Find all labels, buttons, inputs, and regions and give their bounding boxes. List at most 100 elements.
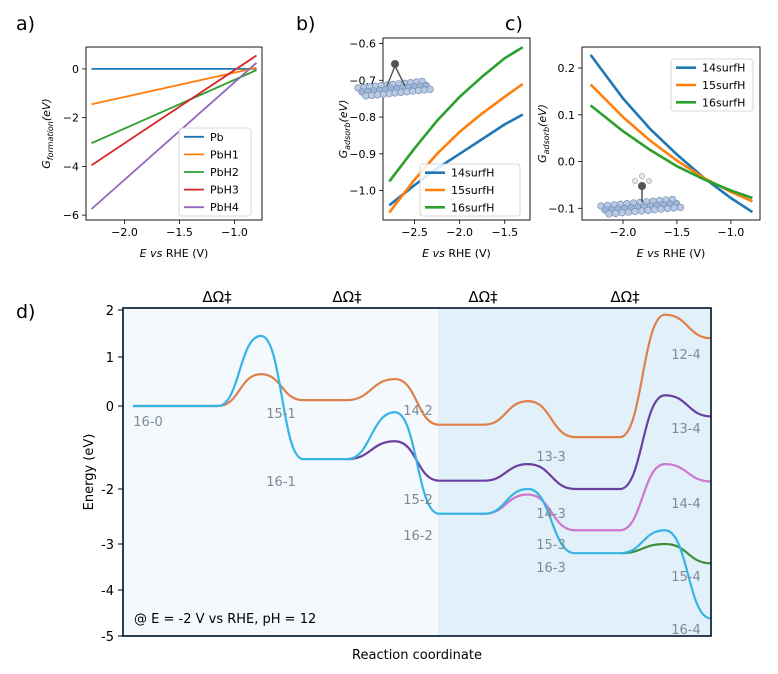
legend-label: 16surfH: [451, 201, 494, 214]
legend-label: PbH1: [210, 148, 239, 161]
stage-label: 14-3: [536, 507, 566, 522]
legend-label: 16surfH: [702, 96, 745, 109]
series-line-16surfh: [589, 104, 753, 200]
series-line-pbh3: [91, 54, 257, 166]
x-tick-label: −1.5: [491, 226, 518, 239]
stage-label: 16-0: [133, 415, 163, 430]
series-line-pbh4: [90, 62, 258, 210]
condition-annotation: @ E = -2 V vs RHE, pH = 12: [134, 612, 316, 627]
series-line-15surfh: [388, 82, 524, 214]
legend-label: PbH3: [210, 184, 239, 197]
panel-letter: b): [296, 13, 315, 35]
y-tick-label: −6: [63, 209, 79, 222]
stage-label: 15-2: [403, 493, 433, 508]
x-axis-label: Reaction coordinate: [352, 648, 482, 663]
series-line-16surfh: [388, 46, 524, 183]
panel-letter: a): [16, 13, 35, 35]
legend-label: Pb: [210, 131, 224, 144]
x-axis-label: E vs RHE (V): [422, 247, 491, 260]
barrier-label: ΔΩ‡: [202, 288, 232, 306]
x-tick-label: −1.0: [221, 226, 248, 239]
x-axis-label: E vs RHE (V): [140, 247, 209, 260]
series-group: [90, 54, 258, 210]
plot-frame: [85, 46, 263, 221]
y-tick-label: 0.2: [558, 62, 576, 75]
stage-label: 16-3: [536, 561, 566, 576]
energy-path-1: [133, 313, 711, 439]
x-tick-label: −2.5: [401, 226, 428, 239]
stage-label: 16-4: [671, 623, 701, 638]
y-tick-label: -3: [101, 538, 114, 553]
legend-label: 14surfH: [702, 62, 745, 75]
panel-letter: c): [505, 13, 523, 35]
y-tick-label: −0.9: [349, 148, 376, 161]
chart-panel-2: b)−2.5 −2.0 −1.5−0.6−0.7−0.8−0.9−1.0E vs R…: [296, 13, 531, 260]
y-tick-label: −2: [63, 112, 79, 125]
barrier-label: ΔΩ‡: [468, 288, 498, 306]
legend-label: 14surfH: [451, 167, 494, 180]
plot-frame: [382, 37, 531, 221]
series-line-14surfh: [589, 54, 754, 214]
stage-label: 13-3: [536, 450, 566, 465]
legend-label: PbH4: [210, 201, 239, 214]
y-tick-label: −1.0: [349, 185, 376, 198]
y-axis-label: Gformation(eV): [40, 98, 55, 168]
stage-label: 16-1: [266, 475, 296, 490]
stage-label: 15-3: [536, 538, 566, 553]
legend-label: 15surfH: [451, 184, 494, 197]
legend-label: 15surfH: [702, 79, 745, 92]
y-tick-label: −0.8: [349, 111, 376, 124]
y-tick-label: −0.6: [349, 38, 376, 51]
chart-panel-1: a) −2.0 −1.5 −1.0 0 −2 −4 −6 E vs RHE (V) Gformat…: [16, 13, 263, 260]
x-tick-label: −1.0: [718, 226, 745, 239]
molecule-inset-b: [354, 60, 434, 100]
y-tick-label: 2: [106, 304, 114, 319]
barrier-label: ΔΩ‡: [332, 288, 362, 306]
y-axis-label: Gadsorb(eV): [536, 104, 551, 163]
x-tick-label: −2.0: [446, 226, 473, 239]
background-left: [123, 308, 438, 636]
x-tick-label: −2.0: [610, 226, 637, 239]
molecule-inset-c: [597, 173, 685, 218]
legend: Pb PbH1 PbH2 PbH3 PbH4: [178, 127, 252, 217]
stage-label: 15-4: [671, 570, 701, 585]
y-tick-label: 0.1: [558, 109, 576, 122]
energy-paths: [133, 313, 711, 620]
legend-label: PbH2: [210, 166, 239, 179]
stage-label: 14-4: [671, 497, 701, 512]
x-tick-label: −1.5: [166, 226, 193, 239]
legend-box: [178, 127, 252, 217]
energy-path-4: [619, 542, 711, 565]
y-tick-label: -5: [101, 630, 114, 645]
y-tick-label: -2: [101, 483, 114, 498]
x-tick-label: −2.0: [111, 226, 138, 239]
plot-frame: [581, 46, 761, 221]
legend-box: [419, 163, 521, 217]
legend: 14surfH 15surfH 16surfH: [670, 58, 754, 112]
y-axis-label: Energy (eV): [82, 434, 97, 511]
energy-path-5: [133, 334, 711, 620]
chart-panel-3: c) −2.0 −1.5 −1.0 0.2 0.1 0.0 −0.1 E vs RHE (V) G…: [505, 13, 761, 260]
energy-path-2: [346, 394, 711, 491]
stage-label: 15-1: [266, 407, 296, 422]
x-axis-label: E vs RHE (V): [637, 247, 706, 260]
series-group: [388, 46, 524, 214]
series-line-14surfh: [388, 113, 524, 207]
panel-letter: d): [16, 301, 35, 323]
y-axis-label: Gadsorb(eV): [337, 100, 352, 159]
stage-label: 13-4: [671, 422, 701, 437]
y-tick-label: 0: [72, 63, 79, 76]
barrier-label: ΔΩ‡: [610, 288, 640, 306]
y-tick-label: 0: [106, 400, 114, 415]
legend: 14surfH 15surfH 16surfH: [419, 163, 521, 217]
chart-panel-4: d) 2 1 0 -2 -3 -4 -5 Energy (eV) Reaction coordin…: [16, 288, 712, 663]
series-line-15surfh: [589, 83, 753, 203]
stage-label: 16-2: [403, 529, 433, 544]
x-tick-label: −1.5: [664, 226, 691, 239]
background-right: [438, 308, 711, 636]
y-tick-label: −4: [63, 160, 79, 173]
legend-box: [670, 58, 754, 112]
y-tick-label: −0.1: [548, 202, 575, 215]
series-group: [589, 54, 754, 214]
